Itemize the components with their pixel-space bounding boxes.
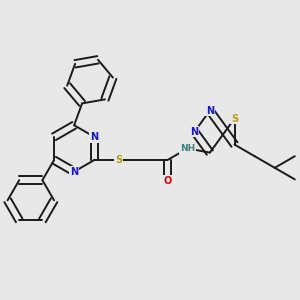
Text: S: S	[115, 155, 122, 165]
Text: N: N	[206, 106, 214, 116]
Text: N: N	[90, 132, 98, 142]
Text: N: N	[190, 127, 199, 136]
Text: NH: NH	[180, 144, 195, 153]
Text: N: N	[70, 167, 78, 177]
Text: O: O	[163, 176, 172, 186]
Text: S: S	[231, 114, 238, 124]
